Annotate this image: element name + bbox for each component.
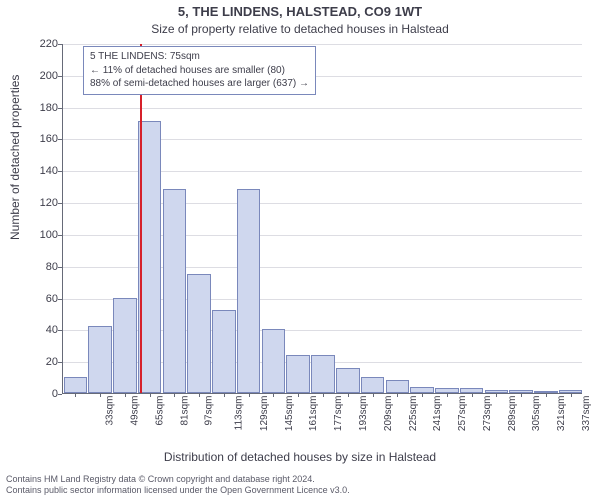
y-tick-mark [58, 299, 62, 300]
x-tick-label: 81sqm [179, 396, 190, 426]
reference-line [140, 44, 142, 393]
y-tick-label: 140 [30, 165, 58, 177]
x-tick-mark [100, 393, 101, 397]
histogram-bar [336, 368, 360, 393]
chart-title: 5, THE LINDENS, HALSTEAD, CO9 1WT [0, 4, 600, 19]
y-tick-label: 0 [30, 388, 58, 400]
x-tick-label: 257sqm [457, 396, 468, 432]
x-tick-label: 321sqm [556, 396, 567, 432]
y-tick-label: 40 [30, 324, 58, 336]
x-tick-label: 113sqm [234, 396, 245, 431]
x-tick-mark [521, 393, 522, 397]
x-tick-mark [150, 393, 151, 397]
y-tick-label: 100 [30, 229, 58, 241]
x-tick-mark [348, 393, 349, 397]
y-tick-label: 200 [30, 70, 58, 82]
histogram-bar [361, 377, 385, 393]
y-tick-label: 160 [30, 133, 58, 145]
y-tick-mark [58, 76, 62, 77]
x-tick-mark [422, 393, 423, 397]
y-tick-mark [58, 171, 62, 172]
y-tick-label: 20 [30, 356, 58, 368]
x-tick-label: 129sqm [259, 396, 270, 432]
x-tick-mark [323, 393, 324, 397]
footer-attribution: Contains HM Land Registry data © Crown c… [6, 474, 594, 497]
x-tick-label: 65sqm [154, 396, 165, 426]
histogram-bar [88, 326, 112, 393]
x-tick-mark [224, 393, 225, 397]
histogram-bar [386, 380, 410, 393]
histogram-bar [262, 329, 286, 393]
footer-line-1: Contains HM Land Registry data © Crown c… [6, 474, 594, 485]
annotation-line: 5 THE LINDENS: 75sqm [90, 50, 309, 64]
x-tick-mark [249, 393, 250, 397]
x-tick-mark [472, 393, 473, 397]
histogram-bar [163, 189, 187, 393]
x-tick-label: 49sqm [130, 396, 141, 426]
histogram-bar [113, 298, 137, 393]
x-tick-mark [298, 393, 299, 397]
y-tick-mark [58, 362, 62, 363]
histogram-bar [237, 189, 261, 393]
histogram-bar [212, 310, 236, 393]
x-tick-label: 225sqm [408, 396, 419, 432]
plot-area: 33sqm49sqm65sqm81sqm97sqm113sqm129sqm145… [62, 44, 582, 394]
x-tick-mark [125, 393, 126, 397]
annotation-box: 5 THE LINDENS: 75sqm← 11% of detached ho… [83, 46, 316, 95]
x-tick-label: 145sqm [284, 396, 295, 432]
x-tick-label: 305sqm [531, 396, 542, 432]
x-tick-label: 289sqm [507, 396, 518, 432]
x-tick-label: 193sqm [358, 396, 369, 432]
x-tick-mark [496, 393, 497, 397]
x-tick-label: 177sqm [333, 396, 344, 432]
x-tick-mark [546, 393, 547, 397]
histogram-bar [286, 355, 310, 393]
y-tick-mark [58, 394, 62, 395]
y-tick-label: 180 [30, 102, 58, 114]
footer-line-2: Contains public sector information licen… [6, 485, 594, 496]
x-tick-label: 161sqm [309, 396, 320, 432]
x-tick-label: 97sqm [204, 396, 215, 426]
y-tick-mark [58, 267, 62, 268]
x-tick-mark [273, 393, 274, 397]
y-tick-label: 60 [30, 293, 58, 305]
x-axis-label: Distribution of detached houses by size … [0, 450, 600, 464]
annotation-line: ← 11% of detached houses are smaller (80… [90, 64, 309, 78]
x-tick-mark [447, 393, 448, 397]
y-tick-mark [58, 44, 62, 45]
x-tick-label: 209sqm [383, 396, 394, 432]
histogram-bar [311, 355, 335, 393]
histogram-bar [64, 377, 88, 393]
x-tick-mark [75, 393, 76, 397]
y-tick-mark [58, 108, 62, 109]
y-tick-mark [58, 330, 62, 331]
x-tick-label: 241sqm [432, 396, 443, 432]
y-tick-label: 80 [30, 261, 58, 273]
x-tick-mark [199, 393, 200, 397]
chart-container: 5, THE LINDENS, HALSTEAD, CO9 1WT Size o… [0, 0, 600, 500]
x-tick-label: 33sqm [105, 396, 116, 426]
x-tick-mark [174, 393, 175, 397]
y-axis-label: Number of detached properties [8, 75, 22, 240]
x-tick-label: 273sqm [482, 396, 493, 432]
x-tick-mark [397, 393, 398, 397]
y-tick-label: 220 [30, 38, 58, 50]
y-tick-mark [58, 203, 62, 204]
y-tick-mark [58, 235, 62, 236]
annotation-line: 88% of semi-detached houses are larger (… [90, 77, 309, 91]
chart-subtitle: Size of property relative to detached ho… [0, 22, 600, 36]
y-tick-mark [58, 139, 62, 140]
y-tick-label: 120 [30, 197, 58, 209]
x-tick-mark [571, 393, 572, 397]
x-tick-label: 337sqm [581, 396, 592, 432]
histogram-bar [187, 274, 211, 393]
x-tick-mark [373, 393, 374, 397]
